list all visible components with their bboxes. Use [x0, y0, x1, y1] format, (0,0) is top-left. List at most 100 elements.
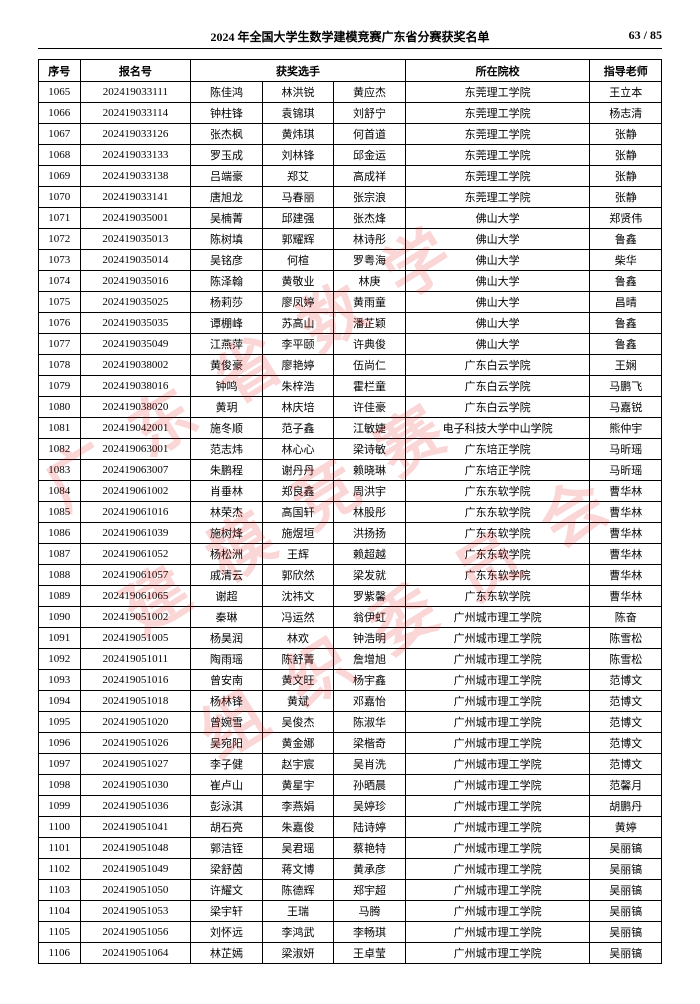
- cell-w1: 杨莉莎: [191, 292, 263, 313]
- cell-w3: 邓嘉怡: [334, 691, 406, 712]
- cell-reg: 202419033138: [80, 166, 191, 187]
- awards-table: 序号 报名号 获奖选手 所在院校 指导老师 1065202419033111陈佳…: [38, 59, 662, 964]
- table-row: 1091202419051005杨昊润林欢钟浩明广州城市理工学院陈雪松: [39, 628, 662, 649]
- cell-school: 广州城市理工学院: [405, 670, 590, 691]
- cell-reg: 202419051016: [80, 670, 191, 691]
- cell-w1: 郭洁铚: [191, 838, 263, 859]
- cell-w1: 刘怀远: [191, 922, 263, 943]
- table-row: 1102202419051049梁舒茵蒋文博黄承彦广州城市理工学院吴丽镐: [39, 859, 662, 880]
- cell-w1: 崔卢山: [191, 775, 263, 796]
- table-row: 1090202419051002秦琳冯运然翁伊虹广州城市理工学院陈奋: [39, 607, 662, 628]
- cell-teacher: 张静: [590, 124, 662, 145]
- table-row: 1103202419051050许耀文陈德辉郑宇超广州城市理工学院吴丽镐: [39, 880, 662, 901]
- table-row: 1066202419033114钟柱锋袁锦琪刘舒宁东莞理工学院杨志清: [39, 103, 662, 124]
- cell-idx: 1106: [39, 943, 81, 964]
- cell-school: 广州城市理工学院: [405, 712, 590, 733]
- cell-w1: 陶雨瑶: [191, 649, 263, 670]
- cell-w1: 梁舒茵: [191, 859, 263, 880]
- cell-school: 广东东软学院: [405, 565, 590, 586]
- table-row: 1079202419038016钟鸣朱梓浩霍栏童广东白云学院马鹏飞: [39, 376, 662, 397]
- cell-idx: 1075: [39, 292, 81, 313]
- page-current: 63: [629, 28, 641, 42]
- cell-w1: 陈佳鸿: [191, 82, 263, 103]
- cell-school: 广东东软学院: [405, 502, 590, 523]
- cell-school: 广州城市理工学院: [405, 796, 590, 817]
- cell-school: 广东白云学院: [405, 376, 590, 397]
- table-row: 1068202419033133罗玉成刘林锋邱金运东莞理工学院张静: [39, 145, 662, 166]
- cell-school: 广东东软学院: [405, 586, 590, 607]
- table-row: 1065202419033111陈佳鸿林洪锐黄应杰东莞理工学院王立本: [39, 82, 662, 103]
- table-row: 1095202419051020曾婉雪吴俊杰陈淑华广州城市理工学院范博文: [39, 712, 662, 733]
- cell-w3: 林庚: [334, 271, 406, 292]
- cell-teacher: 王娴: [590, 355, 662, 376]
- cell-w3: 张宗浪: [334, 187, 406, 208]
- cell-reg: 202419033141: [80, 187, 191, 208]
- cell-w3: 刘舒宁: [334, 103, 406, 124]
- cell-reg: 202419051041: [80, 817, 191, 838]
- cell-w1: 林芷嫣: [191, 943, 263, 964]
- cell-reg: 202419042001: [80, 418, 191, 439]
- cell-teacher: 曹华林: [590, 481, 662, 502]
- cell-reg: 202419051002: [80, 607, 191, 628]
- cell-w2: 黄星宇: [262, 775, 334, 796]
- cell-w1: 朱鹏程: [191, 460, 263, 481]
- cell-idx: 1068: [39, 145, 81, 166]
- cell-reg: 202419033111: [80, 82, 191, 103]
- cell-school: 广州城市理工学院: [405, 649, 590, 670]
- cell-school: 广州城市理工学院: [405, 880, 590, 901]
- cell-idx: 1066: [39, 103, 81, 124]
- table-row: 1084202419061002肖垂林郑良鑫周洪宇广东东软学院曹华林: [39, 481, 662, 502]
- cell-school: 佛山大学: [405, 292, 590, 313]
- cell-w2: 李燕娟: [262, 796, 334, 817]
- cell-w1: 谢超: [191, 586, 263, 607]
- cell-w1: 杨松洲: [191, 544, 263, 565]
- cell-teacher: 吴丽镐: [590, 838, 662, 859]
- cell-w2: 林洪锐: [262, 82, 334, 103]
- cell-school: 佛山大学: [405, 271, 590, 292]
- cell-w2: 邱建强: [262, 208, 334, 229]
- cell-school: 广州城市理工学院: [405, 901, 590, 922]
- cell-reg: 202419051036: [80, 796, 191, 817]
- cell-school: 广州城市理工学院: [405, 733, 590, 754]
- col-header-winners: 获奖选手: [191, 60, 406, 82]
- cell-w3: 张杰烽: [334, 208, 406, 229]
- cell-reg: 202419051020: [80, 712, 191, 733]
- cell-teacher: 范馨月: [590, 775, 662, 796]
- cell-reg: 202419061052: [80, 544, 191, 565]
- cell-idx: 1078: [39, 355, 81, 376]
- table-row: 1104202419051053梁宇轩王瑞马腾广州城市理工学院吴丽镐: [39, 901, 662, 922]
- table-row: 1094202419051018杨林锋黄斌邓嘉怡广州城市理工学院范博文: [39, 691, 662, 712]
- cell-w2: 郑良鑫: [262, 481, 334, 502]
- cell-w2: 吴俊杰: [262, 712, 334, 733]
- cell-w2: 刘林锋: [262, 145, 334, 166]
- table-row: 1073202419035014吴铭彦何楦罗粤海佛山大学柴华: [39, 250, 662, 271]
- cell-teacher: 曹华林: [590, 544, 662, 565]
- cell-reg: 202419061016: [80, 502, 191, 523]
- cell-w1: 吴铭彦: [191, 250, 263, 271]
- cell-w3: 吴肖洗: [334, 754, 406, 775]
- col-header-teacher: 指导老师: [590, 60, 662, 82]
- col-header-idx: 序号: [39, 60, 81, 82]
- cell-idx: 1099: [39, 796, 81, 817]
- cell-idx: 1102: [39, 859, 81, 880]
- cell-teacher: 马昕瑶: [590, 460, 662, 481]
- cell-idx: 1070: [39, 187, 81, 208]
- table-head: 序号 报名号 获奖选手 所在院校 指导老师: [39, 60, 662, 82]
- cell-school: 广州城市理工学院: [405, 943, 590, 964]
- cell-idx: 1093: [39, 670, 81, 691]
- cell-w1: 谭棚峰: [191, 313, 263, 334]
- cell-idx: 1097: [39, 754, 81, 775]
- cell-teacher: 鲁鑫: [590, 334, 662, 355]
- cell-w3: 赖晓琳: [334, 460, 406, 481]
- cell-w1: 施树烽: [191, 523, 263, 544]
- cell-w1: 戚清云: [191, 565, 263, 586]
- cell-w1: 黄玥: [191, 397, 263, 418]
- cell-reg: 202419051027: [80, 754, 191, 775]
- cell-w1: 李子健: [191, 754, 263, 775]
- cell-school: 广州城市理工学院: [405, 775, 590, 796]
- cell-w2: 吴君瑶: [262, 838, 334, 859]
- page-number: 63 / 85: [629, 28, 662, 43]
- cell-school: 广州城市理工学院: [405, 691, 590, 712]
- cell-w3: 伍尚仁: [334, 355, 406, 376]
- cell-w1: 黄俊豪: [191, 355, 263, 376]
